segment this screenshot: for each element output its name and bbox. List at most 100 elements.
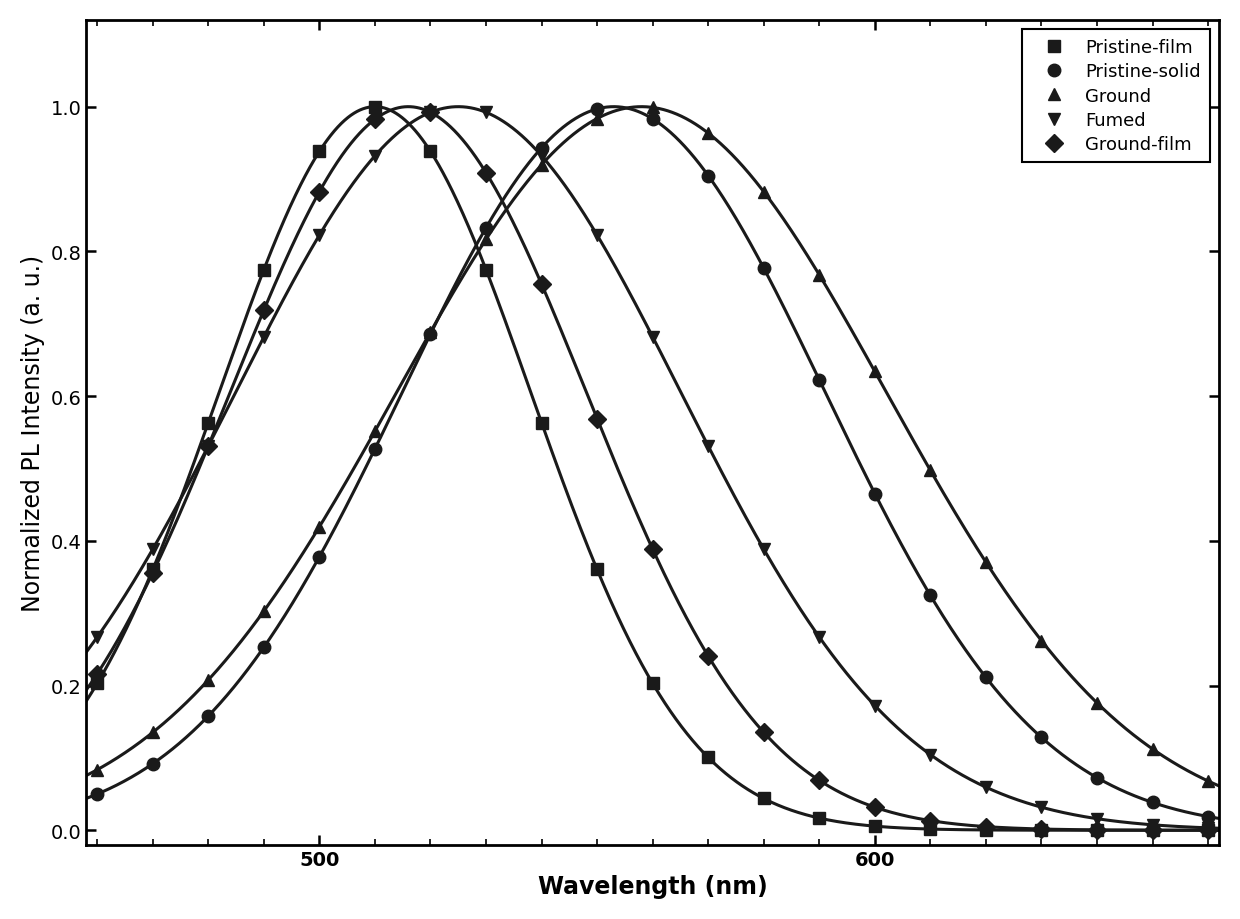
Pristine-solid <box>1034 732 1049 743</box>
Pristine-film <box>867 821 882 832</box>
Ground-film <box>1145 824 1159 835</box>
Pristine-film <box>534 418 549 429</box>
Pristine-film <box>89 678 104 689</box>
Fumed <box>257 332 272 343</box>
Pristine-film <box>145 564 160 575</box>
Fumed <box>923 749 937 760</box>
Pristine-film <box>312 147 327 158</box>
Ground <box>1145 743 1159 754</box>
Ground <box>423 327 438 338</box>
Ground <box>978 557 993 568</box>
Pristine-film <box>423 147 438 158</box>
Ground <box>701 129 715 140</box>
Ground-film <box>923 815 937 826</box>
Ground-film <box>645 544 660 555</box>
Pristine-solid <box>423 329 438 340</box>
Pristine-solid <box>145 758 160 769</box>
Pristine-solid <box>201 710 216 721</box>
Ground <box>145 727 160 738</box>
Pristine-solid <box>89 789 104 800</box>
Ground <box>257 606 272 617</box>
Ground <box>367 426 382 437</box>
Ground <box>1200 776 1215 787</box>
Ground-film <box>1034 823 1049 834</box>
Fumed <box>1145 820 1159 831</box>
Ground <box>812 270 827 281</box>
Fumed <box>1200 823 1215 834</box>
Pristine-film <box>1090 825 1105 836</box>
Pristine-solid <box>312 551 327 562</box>
Ground-film <box>145 568 160 579</box>
Ground <box>756 187 771 198</box>
Ground <box>89 765 104 776</box>
Ground <box>867 367 882 378</box>
Pristine-solid <box>534 143 549 154</box>
Pristine-solid <box>645 114 660 125</box>
Line: Pristine-film: Pristine-film <box>91 101 1214 836</box>
Y-axis label: Normalized PL Intensity (a. u.): Normalized PL Intensity (a. u.) <box>21 255 45 611</box>
Line: Fumed: Fumed <box>91 107 1214 834</box>
Pristine-solid <box>479 223 494 234</box>
Ground <box>923 465 937 476</box>
Pristine-solid <box>1090 772 1105 783</box>
Pristine-solid <box>367 444 382 455</box>
Pristine-solid <box>812 375 827 386</box>
Pristine-film <box>1145 825 1159 836</box>
Fumed <box>867 700 882 711</box>
Pristine-solid <box>590 104 605 115</box>
Pristine-solid <box>257 642 272 653</box>
Legend: Pristine-film, Pristine-solid, Ground, Fumed, Ground-film: Pristine-film, Pristine-solid, Ground, F… <box>1022 29 1210 163</box>
Ground-film <box>479 168 494 179</box>
Ground <box>590 114 605 125</box>
Fumed <box>312 231 327 242</box>
Pristine-solid <box>701 171 715 182</box>
Pristine-film <box>645 678 660 689</box>
Ground <box>534 160 549 171</box>
Fumed <box>145 544 160 555</box>
Ground-film <box>978 822 993 833</box>
Pristine-film <box>1034 824 1049 835</box>
Pristine-film <box>590 564 605 575</box>
Fumed <box>1090 813 1105 824</box>
Ground-film <box>257 305 272 316</box>
Fumed <box>534 151 549 162</box>
Pristine-solid <box>756 263 771 274</box>
Pristine-solid <box>1200 811 1215 823</box>
Fumed <box>479 108 494 119</box>
Pristine-film <box>923 823 937 834</box>
Fumed <box>756 544 771 555</box>
Ground-film <box>867 801 882 812</box>
Ground-film <box>312 187 327 198</box>
Pristine-solid <box>923 590 937 601</box>
Line: Pristine-solid: Pristine-solid <box>91 104 1214 823</box>
Pristine-film <box>1200 825 1215 836</box>
Fumed <box>590 231 605 242</box>
Pristine-film <box>367 102 382 113</box>
Ground <box>312 522 327 533</box>
Ground-film <box>590 414 605 425</box>
Ground <box>1034 635 1049 646</box>
Fumed <box>1034 801 1049 812</box>
Fumed <box>201 441 216 452</box>
Ground <box>645 103 660 114</box>
Ground-film <box>367 115 382 126</box>
Fumed <box>89 632 104 643</box>
Pristine-film <box>479 265 494 276</box>
Pristine-solid <box>867 489 882 500</box>
Ground-film <box>423 108 438 119</box>
Fumed <box>812 632 827 643</box>
Line: Ground: Ground <box>91 102 1214 788</box>
Ground-film <box>89 668 104 679</box>
Pristine-film <box>756 793 771 804</box>
Pristine-film <box>257 265 272 276</box>
Fumed <box>423 108 438 119</box>
Fumed <box>645 332 660 343</box>
Ground-film <box>812 775 827 786</box>
Fumed <box>701 441 715 452</box>
Pristine-film <box>201 418 216 429</box>
Ground <box>201 675 216 686</box>
X-axis label: Wavelength (nm): Wavelength (nm) <box>538 874 768 898</box>
Pristine-solid <box>1145 797 1159 808</box>
Ground-film <box>701 651 715 662</box>
Pristine-film <box>978 824 993 835</box>
